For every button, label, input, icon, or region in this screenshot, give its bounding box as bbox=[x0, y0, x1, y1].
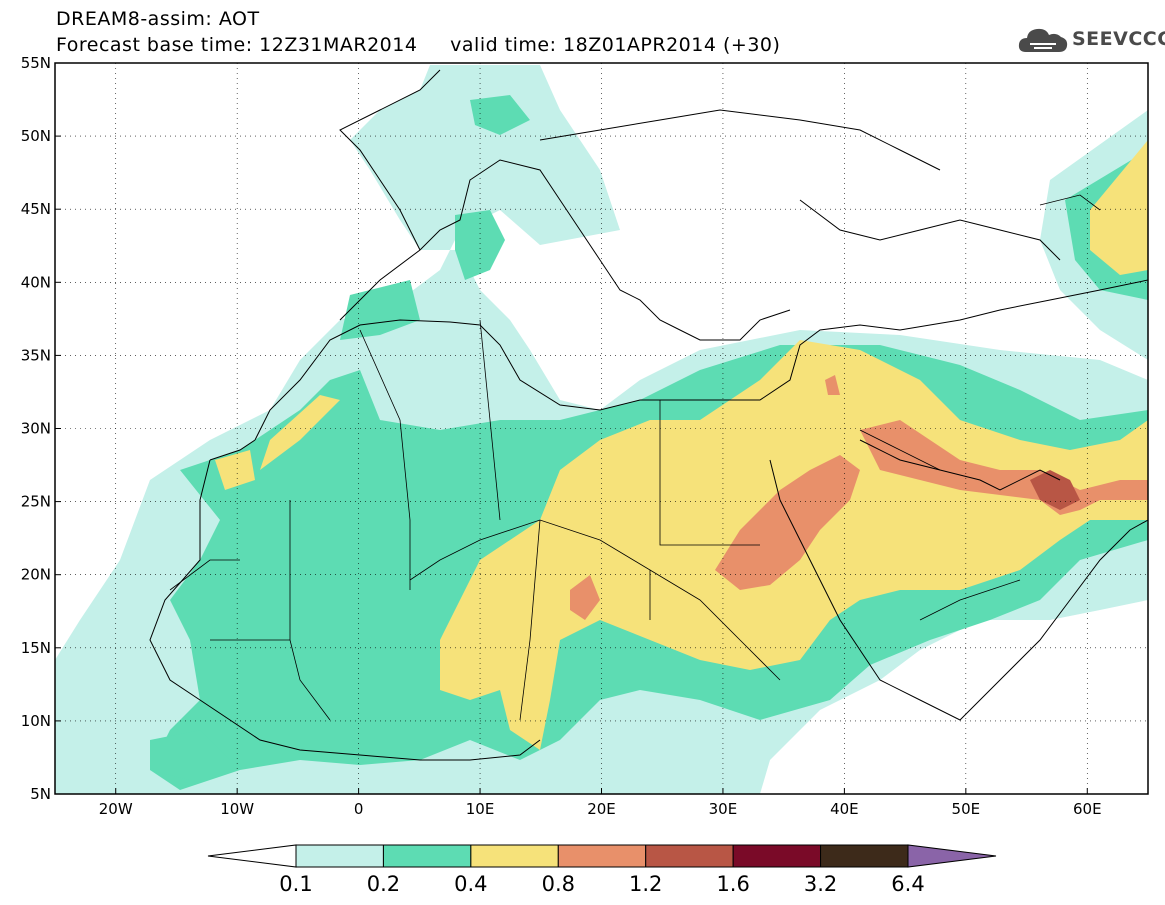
coastlines bbox=[149, 69, 1148, 761]
colorbar-level-label: 6.4 bbox=[891, 872, 924, 896]
lon-tick-label: 20E bbox=[587, 800, 616, 818]
lat-tick-label: 15N bbox=[21, 639, 51, 657]
lat-tick-label: 45N bbox=[21, 200, 51, 218]
colorbar-swatch bbox=[820, 844, 909, 868]
lon-tick-label: 0 bbox=[354, 800, 364, 818]
lon-tick-label: 20W bbox=[99, 800, 133, 818]
colorbar bbox=[207, 844, 997, 868]
forecast-times: Forecast base time: 12Z31MAR2014 valid t… bbox=[56, 34, 781, 56]
aot-band-0.8 bbox=[570, 375, 1148, 620]
colorbar-level-label: 0.1 bbox=[279, 872, 312, 896]
lat-tick-label: 35N bbox=[21, 346, 51, 364]
lat-tick-label: 55N bbox=[21, 54, 51, 72]
lat-tick-label: 40N bbox=[21, 273, 51, 291]
lat-tick-label: 30N bbox=[21, 420, 51, 438]
colorbar-swatch bbox=[470, 844, 559, 868]
lon-tick-label: 10W bbox=[220, 800, 254, 818]
colorbar-low-arrow bbox=[207, 844, 297, 868]
lat-tick-label: 50N bbox=[21, 127, 51, 145]
country-borders bbox=[169, 194, 1101, 721]
longitude-labels: 20W 10W 0 10E 20E 30E 40E 50E 60E bbox=[99, 800, 1102, 818]
colorbar-level-label: 0.8 bbox=[542, 872, 575, 896]
colorbar-high-arrow bbox=[907, 844, 997, 868]
colorbar-labels: 0.1 0.2 0.4 0.8 1.2 1.6 3.2 6.4 bbox=[279, 872, 924, 896]
lon-tick-label: 10E bbox=[466, 800, 495, 818]
lon-tick-label: 60E bbox=[1073, 800, 1102, 818]
colorbar-level-label: 0.2 bbox=[367, 872, 400, 896]
colorbar-swatch bbox=[732, 844, 822, 868]
lat-tick-label: 25N bbox=[21, 493, 51, 511]
seevccc-logo: SEEVCCC bbox=[1016, 22, 1165, 56]
colorbar-level-label: 1.6 bbox=[716, 872, 749, 896]
aot-band-1.2 bbox=[1030, 470, 1080, 510]
lat-tick-label: 5N bbox=[30, 785, 51, 803]
map-grid bbox=[55, 62, 1148, 795]
logo-text: SEEVCCC bbox=[1072, 28, 1165, 50]
map-title: DREAM8-assim: AOT bbox=[56, 8, 260, 30]
lat-tick-label: 10N bbox=[21, 712, 51, 730]
cloud-icon bbox=[1018, 28, 1068, 52]
colorbar-swatch bbox=[645, 844, 734, 868]
lon-tick-label: 40E bbox=[830, 800, 859, 818]
colorbar-level-label: 0.4 bbox=[454, 872, 487, 896]
colorbar-level-label: 1.2 bbox=[629, 872, 662, 896]
lon-tick-label: 50E bbox=[952, 800, 981, 818]
lon-tick-label: 30E bbox=[709, 800, 738, 818]
latitude-labels: 5N 10N 15N 20N 25N 30N 35N 40N 45N 50N 55N bbox=[21, 54, 51, 803]
colorbar-level-label: 3.2 bbox=[804, 872, 837, 896]
colorbar-swatch bbox=[382, 844, 472, 868]
colorbar-swatch bbox=[295, 844, 384, 868]
lat-tick-label: 20N bbox=[21, 566, 51, 584]
colorbar-swatch bbox=[557, 844, 647, 868]
